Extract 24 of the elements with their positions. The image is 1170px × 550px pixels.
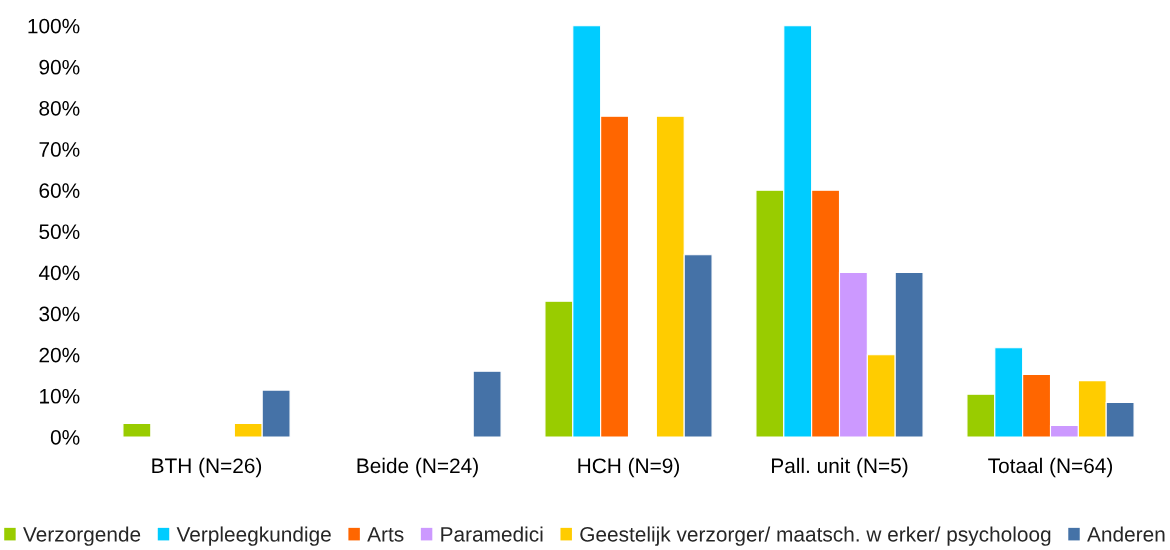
legend-label: Anderen <box>1087 526 1165 542</box>
y-tick-label: 100% <box>28 18 80 34</box>
x-tick-label: Beide (N=24) <box>357 457 478 478</box>
legend-label: Verzorgende <box>23 526 141 546</box>
legend-label: Arts <box>367 527 404 542</box>
y-tick-label: 60% <box>39 183 80 198</box>
x-tick-label: BTH (N=26) <box>152 457 262 478</box>
bar <box>472 370 502 437</box>
y-tick-label: 70% <box>39 142 80 157</box>
y-tick-label: 20% <box>39 347 80 363</box>
y-tick-label: 40% <box>38 265 80 281</box>
y-tick-label: 0% <box>50 430 80 445</box>
y-tick-label: 30% <box>39 306 80 322</box>
y-tick-label: 10% <box>40 388 80 404</box>
bar <box>122 422 152 437</box>
legend-label: Geestelijk verzorger/ maatsch. w erker/ psycholoog <box>580 526 1051 546</box>
y-tick-label: 50% <box>39 224 80 240</box>
legend-label: Verpleegkundige <box>176 526 331 546</box>
x-tick-label: HCH (N=9) <box>578 457 680 478</box>
y-tick-label: 90% <box>39 59 80 75</box>
legend-label: Paramedici <box>441 526 543 542</box>
x-tick-label: Pall. unit (N=5) <box>772 457 908 478</box>
y-tick-label: 80% <box>39 100 80 116</box>
x-tick-label: Totaal (N=64) <box>988 457 1113 478</box>
